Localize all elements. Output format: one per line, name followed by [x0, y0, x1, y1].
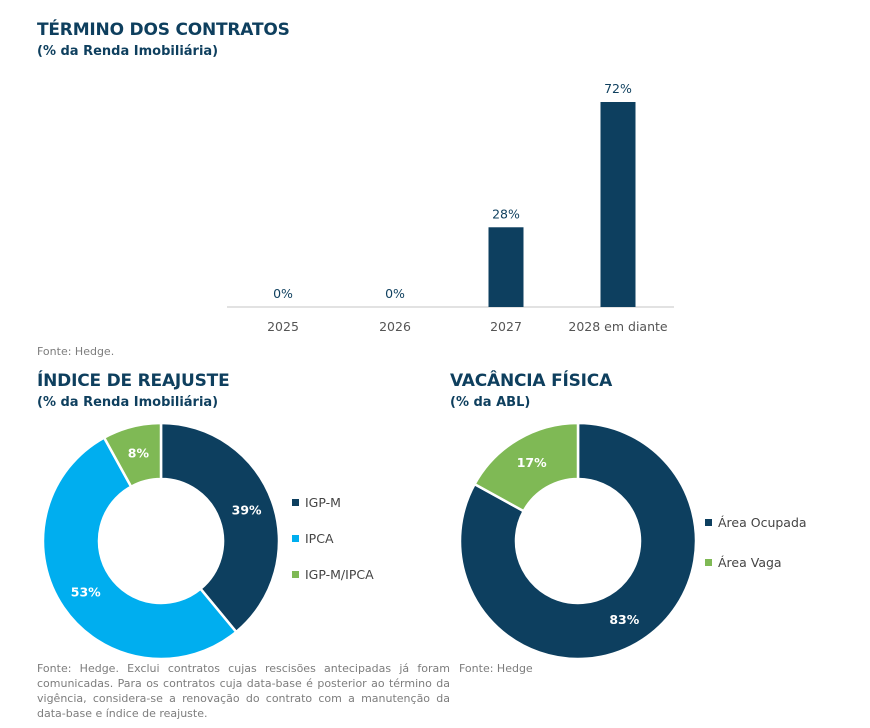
legend-item-area-vaga: Área Vaga: [705, 553, 807, 571]
readjust-subtitle: (% da Renda Imobiliária): [37, 395, 219, 410]
readjust-source-note: Fonte: Hedge. Exclui contratos cujas res…: [37, 662, 450, 720]
vacancy-legend: Área Ocupada Área Vaga: [705, 513, 807, 589]
legend-swatch-icon: [705, 518, 712, 526]
x-tick-label: 2026: [379, 319, 411, 334]
bar-data-label: 28%: [492, 206, 520, 221]
slice-igp-m: [159, 421, 281, 634]
contracts-source: Fonte: Hedge.: [37, 345, 115, 358]
legend-item-ipca: IPCA: [292, 529, 374, 547]
vacancy-source: Fonte: Hedge: [459, 662, 533, 675]
legend-swatch-icon: [705, 558, 712, 566]
legend-item-igpm: IGP-M: [292, 493, 374, 511]
contracts-bar-chart: 0% 2025 0% 2026 28% 2027 72% 2028 em diante: [227, 81, 674, 334]
legend-swatch-icon: [292, 498, 299, 506]
slice--rea-ocupada: [458, 421, 698, 661]
x-tick-label: 2028 em diante: [568, 319, 668, 334]
legend-label: Área Ocupada: [718, 514, 807, 530]
legend-swatch-icon: [292, 534, 299, 542]
legend-label: Área Vaga: [718, 554, 782, 570]
legend-swatch-icon: [292, 570, 299, 578]
bar-data-label: 72%: [604, 81, 632, 96]
bar-data-label: 0%: [385, 286, 405, 301]
slice--rea-vaga: [472, 421, 580, 513]
readjust-donut-chart: 39% 53% 8%: [41, 421, 281, 660]
legend-label: IGP-M: [305, 494, 341, 510]
legend-item-igpm-ipca: IGP-M/IPCA: [292, 565, 374, 583]
slice-data-label: 39%: [232, 503, 262, 518]
readjust-title: ÍNDICE DE REAJUSTE: [37, 371, 230, 391]
slice-data-label: 8%: [128, 445, 150, 460]
slice-data-label: 83%: [609, 612, 639, 627]
x-tick-label: 2025: [267, 319, 299, 334]
legend-item-area-ocupada: Área Ocupada: [705, 513, 807, 531]
legend-label: IGP-M/IPCA: [305, 566, 374, 582]
vacancy-title: VACÂNCIA FÍSICA: [450, 371, 613, 391]
slice-igp-m-ipca: [102, 421, 163, 489]
bar-2028-em-diante: [600, 102, 636, 307]
legend-label: IPCA: [305, 530, 334, 546]
slice-ipca: [41, 435, 238, 660]
contracts-title: TÉRMINO DOS CONTRATOS: [37, 20, 290, 40]
bar-data-label: 0%: [273, 286, 293, 301]
vacancy-donut-chart: 83% 17%: [458, 421, 698, 661]
readjust-legend: IGP-M IPCA IGP-M/IPCA: [292, 493, 374, 601]
vacancy-subtitle: (% da ABL): [450, 395, 531, 410]
contracts-subtitle: (% da Renda Imobiliária): [37, 44, 219, 59]
slice-data-label: 17%: [517, 455, 547, 470]
bar-2027: [488, 227, 524, 307]
x-tick-label: 2027: [490, 319, 522, 334]
slice-data-label: 53%: [71, 585, 101, 600]
